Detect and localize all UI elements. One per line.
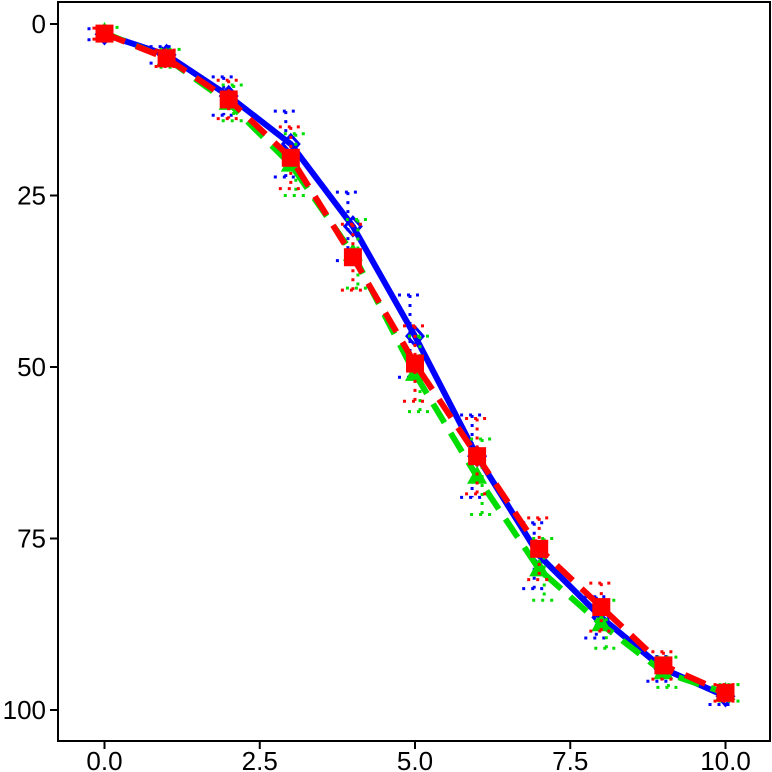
data-point-square [157,49,176,68]
y-tick-label: 0 [32,9,46,39]
y-tick-label: 50 [17,352,46,382]
x-tick-label: 7.5 [552,746,588,772]
y-tick-label: 25 [17,181,46,211]
data-point-square [219,90,238,109]
data-point-triangle [591,613,612,632]
data-point-square [592,598,611,617]
data-point-square [468,447,487,466]
series-line [103,30,727,696]
y-tick-label: 75 [17,524,46,554]
x-axis-ticks: 0.0 2.5 5.0 7.5 10.0 [86,741,751,772]
y-tick-label: 100 [3,695,46,725]
series-group [87,21,743,708]
y-axis-ticks: 0 25 50 75 100 [3,9,58,725]
data-point-square [716,683,735,702]
x-tick-label: 2.5 [242,746,278,772]
series-3 [92,24,738,703]
x-tick-label: 10.0 [700,746,751,772]
data-point-square [654,656,673,675]
x-tick-label: 0.0 [86,746,122,772]
data-point-square [343,248,362,267]
data-point-triangle [529,558,550,577]
x-tick-label: 5.0 [397,746,433,772]
data-point-square [281,148,300,167]
data-point-square [95,24,114,43]
data-point-square [530,539,549,558]
data-point-square [406,354,424,373]
